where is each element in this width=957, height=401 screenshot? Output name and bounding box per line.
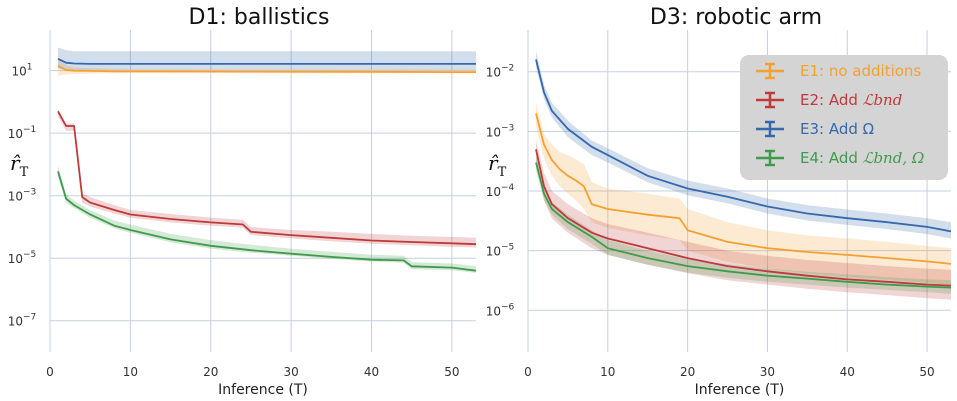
- series-line: [57, 171, 477, 272]
- series-line: [57, 57, 476, 65]
- legend-label: E4: Add ℒbnd, Ω: [800, 149, 924, 167]
- y-tick-label: 10−5: [8, 250, 37, 266]
- chart-title: D3: robotic arm: [650, 5, 822, 30]
- x-tick-label: 30: [283, 365, 298, 379]
- series-line: [57, 65, 476, 73]
- y-tick-label: 10−4: [486, 183, 515, 199]
- x-tick-label: 0: [46, 365, 54, 379]
- x-tick-label: 20: [203, 365, 218, 379]
- legend-label: E3: Add Ω: [800, 120, 874, 138]
- y-tick-label: 10−7: [8, 313, 37, 329]
- legend-label: E1: no additions: [800, 62, 921, 80]
- y-axis-label: r̂T: [10, 151, 29, 180]
- panel-d1-ballistics: 0 10 20 30 40 50 101 10−1 10−3 10−5 10−7 D1: ballis…: [8, 5, 477, 398]
- x-tick-label: 50: [444, 365, 459, 379]
- y-tick-label: 10−3: [8, 188, 37, 204]
- y-tick-label: 101: [11, 63, 32, 79]
- series-line: [57, 110, 477, 246]
- series-line: [535, 113, 952, 265]
- series-band: [536, 155, 951, 294]
- panel-d3-robotic-arm: 0 10 20 30 40 50 10−2 10−3 10−4 10−5 10−6 D3: robot…: [486, 5, 952, 398]
- x-tick-label: 0: [524, 365, 532, 379]
- legend-box: [740, 55, 948, 180]
- x-tick-label: 10: [600, 365, 615, 379]
- y-axis-label: r̂T: [488, 151, 507, 180]
- x-tick-label: 30: [760, 365, 775, 379]
- plot-area: [50, 30, 476, 352]
- y-tick-label: 10−5: [486, 243, 515, 259]
- legend: E1: no additions E2: Add ℒbnd E3: Add Ω E4:…: [740, 55, 948, 180]
- x-tick-label: 40: [840, 365, 855, 379]
- x-tick-label: 10: [123, 365, 138, 379]
- x-tick-label: 50: [919, 365, 934, 379]
- x-tick-label: 20: [680, 365, 695, 379]
- y-tick-label: 10−3: [486, 123, 515, 139]
- x-tick-label: 40: [364, 365, 379, 379]
- y-tick-label: 10−6: [486, 302, 515, 318]
- series-band: [536, 140, 951, 300]
- series-line: [535, 59, 952, 233]
- x-axis-label: Inference (T): [695, 382, 785, 398]
- series-band: [536, 102, 951, 285]
- series-line: [535, 149, 952, 287]
- series-line: [535, 162, 952, 289]
- legend-label: E2: Add ℒbnd: [800, 91, 902, 109]
- y-tick-label: 10−2: [486, 64, 515, 80]
- chart-title: D1: ballistics: [189, 5, 330, 30]
- y-tick-label: 10−1: [8, 125, 37, 141]
- x-axis-label: Inference (T): [218, 382, 308, 398]
